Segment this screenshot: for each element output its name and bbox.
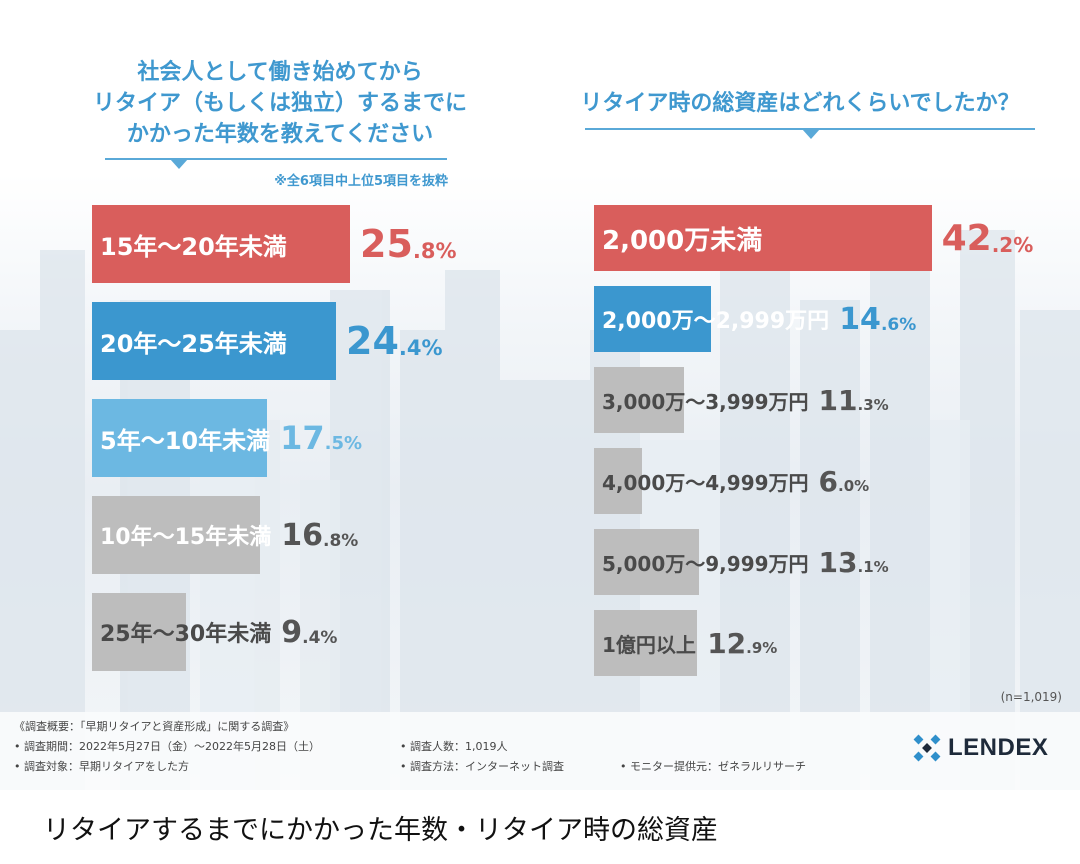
bar	[594, 448, 642, 514]
right-title-caret-icon	[802, 129, 820, 139]
lendex-logo: LENDEX	[912, 733, 1048, 763]
bar-category-label: 10年〜15年未満	[100, 525, 272, 550]
bar-category-label: 2,000万未満	[602, 225, 763, 256]
bar-row: 10年〜15年未満 16.8%	[92, 496, 592, 574]
bar-value-label: 14.6%	[839, 286, 916, 352]
survey-count: • 調査人数：1,019人	[400, 740, 508, 753]
bar-row: 3,000万〜3,999万円 11.3%	[594, 367, 1080, 433]
value-integer: 9	[281, 614, 303, 650]
bar-value-label: 11.3%	[819, 367, 889, 433]
bar-category-label: 4,000万〜4,999万円	[602, 470, 809, 495]
bar	[594, 205, 932, 271]
sample-size-note: (n=1,019)	[1000, 690, 1062, 704]
infographic: 社会人として働き始めてから リタイア（もしくは独立）するまでに かかった年数を教…	[0, 0, 1080, 790]
left-chart-title: 社会人として働き始めてから リタイア（もしくは独立）するまでに かかった年数を教…	[90, 57, 470, 150]
value-decimal: .9%	[746, 639, 778, 657]
logo-wordmark: LENDEX	[948, 734, 1049, 761]
value-decimal: .1%	[857, 558, 889, 576]
bar-value-label: 6.0%	[819, 448, 870, 514]
bar-row: 2,000万未満 42.2%	[594, 205, 1080, 271]
value-integer: 25	[360, 222, 413, 266]
bar-category-label: 20年〜25年未満	[100, 329, 287, 358]
value-integer: 16	[281, 517, 323, 553]
value-decimal: .6%	[880, 314, 917, 335]
value-decimal: .0%	[838, 477, 870, 495]
bar-value-label: 42.2%	[942, 205, 1034, 271]
bar-value-label: 25.8%	[360, 205, 457, 283]
bar-value-label: 24.4%	[346, 302, 443, 380]
left-title-caret-icon	[170, 159, 188, 169]
bar-row: 15年〜20年未満 25.8%	[92, 205, 592, 283]
bar-category-label: 5年〜10年未満	[100, 426, 271, 455]
bar-category-label: 5,000万〜9,999万円	[602, 551, 809, 576]
bar	[92, 496, 260, 574]
bar-value-label: 17.5%	[280, 399, 362, 477]
bar-row: 25年〜30年未満 9.4%	[92, 593, 592, 671]
bar-value-label: 9.4%	[281, 593, 337, 671]
bar-category-label: 1億円以上	[602, 632, 696, 657]
bar	[92, 205, 350, 283]
survey-method: • 調査方法：インターネット調査	[400, 760, 564, 773]
value-integer: 6	[818, 464, 839, 498]
left-title-line-3: かかった年数を教えてください	[126, 122, 434, 147]
value-integer: 17	[280, 419, 325, 457]
left-title-line-2: リタイア（もしくは独立）するまでに	[92, 91, 467, 116]
right-chart-title: リタイア時の総資産はどれくらいでしたか？	[580, 91, 1020, 116]
bar-category-label: 2,000万〜2,999万円	[602, 309, 830, 334]
value-decimal: .8%	[322, 530, 359, 551]
bar-row: 5年〜10年未満 17.5%	[92, 399, 592, 477]
lendex-mark-icon	[913, 734, 941, 762]
bar-category-label: 15年〜20年未満	[100, 232, 287, 261]
value-decimal: .2%	[991, 232, 1034, 257]
bar-row: 20年〜25年未満 24.4%	[92, 302, 592, 380]
survey-provider: • モニター提供元：ゼネラルリサーチ	[620, 760, 806, 773]
value-decimal: .8%	[412, 238, 457, 263]
survey-target: • 調査対象：早期リタイアをした方	[14, 760, 189, 773]
survey-period: • 調査期間：2022年5月27日（金）〜2022年5月28日（土）	[14, 740, 320, 753]
value-integer: 42	[941, 217, 992, 259]
bar-value-label: 12.9%	[707, 610, 777, 676]
bar-value-label: 16.8%	[281, 496, 358, 574]
left-chart-note: ※全6項目中上位5項目を抜粋	[274, 174, 448, 189]
bar-row: 1億円以上 12.9%	[594, 610, 1080, 676]
survey-footer: 《調査概要：「早期リタイアと資産形成」に関する調査》 • 調査期間：2022年5…	[0, 712, 1080, 790]
value-integer: 24	[346, 319, 399, 363]
bar	[594, 529, 699, 595]
value-integer: 11	[818, 383, 858, 417]
bar	[594, 367, 684, 433]
bar	[594, 286, 711, 352]
bar-row: 5,000万〜9,999万円 13.1%	[594, 529, 1080, 595]
bar-category-label: 25年〜30年未満	[100, 622, 272, 647]
value-decimal: .4%	[398, 335, 443, 360]
bar-row: 4,000万〜4,999万円 6.0%	[594, 448, 1080, 514]
value-decimal: .3%	[857, 396, 889, 414]
bar	[92, 302, 336, 380]
value-integer: 13	[818, 545, 858, 579]
bar-value-label: 13.1%	[819, 529, 889, 595]
bar	[92, 399, 267, 477]
survey-overview: 《調査概要：「早期リタイアと資産形成」に関する調査》	[14, 720, 295, 733]
bar	[594, 610, 697, 676]
bar-row: 2,000万〜2,999万円 14.6%	[594, 286, 1080, 352]
left-title-rule	[105, 158, 447, 160]
value-integer: 12	[707, 626, 747, 660]
bar	[92, 593, 186, 671]
image-caption: リタイアするまでにかかった年数・リタイア時の総資産	[43, 815, 718, 846]
left-title-line-1: 社会人として働き始めてから	[137, 60, 423, 85]
value-decimal: .5%	[324, 433, 363, 454]
value-decimal: .4%	[302, 627, 338, 648]
value-integer: 14	[839, 301, 881, 337]
bar-category-label: 3,000万〜3,999万円	[602, 389, 809, 414]
